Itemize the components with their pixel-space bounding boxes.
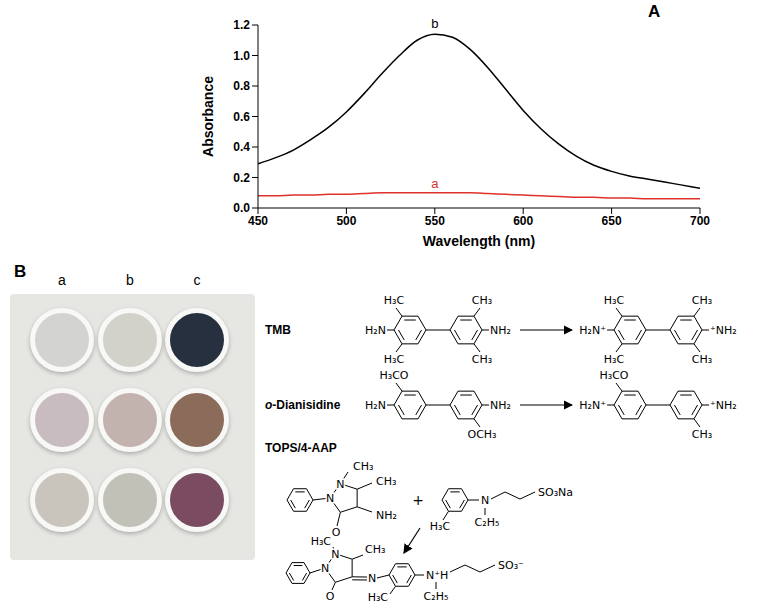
svg-text:550: 550 — [425, 214, 445, 228]
svg-text:CH₃: CH₃ — [692, 428, 712, 441]
svg-text:H₃C: H₃C — [430, 520, 451, 533]
svg-text:0.8: 0.8 — [233, 79, 250, 93]
svg-text:N: N — [321, 562, 329, 575]
html-text:c: c — [193, 272, 201, 288]
svg-text:0.4: 0.4 — [233, 140, 250, 154]
svg-text:500: 500 — [336, 214, 356, 228]
svg-text:SO₃Na: SO₃Na — [538, 486, 573, 499]
svg-text:C₂H₅: C₂H₅ — [475, 516, 500, 529]
svg-text:H₃C: H₃C — [604, 294, 625, 307]
svg-text:N⁺H: N⁺H — [426, 569, 448, 582]
svg-text:CH₃: CH₃ — [365, 543, 385, 556]
svg-text:N: N — [326, 492, 334, 505]
svg-text:NH₂: NH₂ — [376, 509, 397, 522]
svg-text:CH₃: CH₃ — [692, 294, 712, 307]
svg-text:TMB: TMB — [265, 323, 291, 337]
svg-text:N: N — [336, 478, 344, 491]
svg-text:O: O — [326, 590, 335, 603]
svg-text:TOPS/4-AAP: TOPS/4-AAP — [265, 441, 337, 455]
svg-text:b: b — [431, 16, 438, 31]
svg-text:H₂N: H₂N — [365, 399, 386, 412]
svg-text:H₃C: H₃C — [384, 294, 405, 307]
svg-text:N: N — [481, 494, 489, 507]
svg-text:H₃C: H₃C — [604, 353, 625, 366]
svg-text:H₃C: H₃C — [311, 535, 332, 548]
svg-text:1.0: 1.0 — [233, 49, 250, 63]
svg-text:o-Dianisidine: o-Dianisidine — [265, 398, 341, 412]
svg-text:SO₃⁻: SO₃⁻ — [498, 559, 524, 572]
svg-text:H₃C: H₃C — [368, 591, 389, 604]
svg-text:CH₃: CH₃ — [692, 353, 712, 366]
svg-text:NH₂: NH₂ — [490, 324, 511, 337]
svg-text:H₂N: H₂N — [365, 324, 386, 337]
html-text:B: B — [14, 262, 27, 281]
svg-text:+: + — [412, 492, 424, 508]
html-text:a: a — [58, 272, 66, 288]
svg-text:0.6: 0.6 — [233, 110, 250, 124]
svg-text:H₃C: H₃C — [384, 353, 405, 366]
svg-text:CH₃: CH₃ — [353, 460, 373, 473]
svg-text:Absorbance: Absorbance — [200, 76, 216, 157]
svg-text:700: 700 — [690, 214, 710, 228]
svg-text:0.2: 0.2 — [233, 171, 250, 185]
svg-text:CH₃: CH₃ — [472, 353, 492, 366]
svg-text:C₂H₅: C₂H₅ — [424, 590, 449, 603]
svg-text:⁺NH₂: ⁺NH₂ — [710, 324, 737, 337]
svg-text:0.0: 0.0 — [233, 201, 250, 215]
svg-text:H₃CO: H₃CO — [599, 369, 628, 382]
svg-text:600: 600 — [513, 214, 533, 228]
svg-text:H₃CO: H₃CO — [379, 369, 408, 382]
svg-text:NH₂: NH₂ — [490, 399, 511, 412]
svg-text:OCH₃: OCH₃ — [467, 428, 496, 441]
svg-text:⁺NH₂: ⁺NH₂ — [710, 399, 737, 412]
svg-text:CH₃: CH₃ — [472, 294, 492, 307]
html-text:A: A — [648, 2, 661, 21]
svg-text:CH₃: CH₃ — [376, 475, 396, 488]
svg-text:1.2: 1.2 — [233, 18, 250, 32]
svg-text:N: N — [331, 548, 339, 561]
svg-text:650: 650 — [602, 214, 622, 228]
svg-text:450: 450 — [248, 214, 268, 228]
svg-text:N: N — [368, 572, 376, 585]
svg-text:a: a — [431, 176, 439, 191]
svg-text:H₂N⁺: H₂N⁺ — [579, 399, 606, 412]
svg-text:Wavelength (nm): Wavelength (nm) — [423, 233, 535, 249]
svg-text:O: O — [332, 526, 341, 539]
html-text:b: b — [126, 272, 134, 288]
svg-text:H₂N⁺: H₂N⁺ — [579, 324, 606, 337]
